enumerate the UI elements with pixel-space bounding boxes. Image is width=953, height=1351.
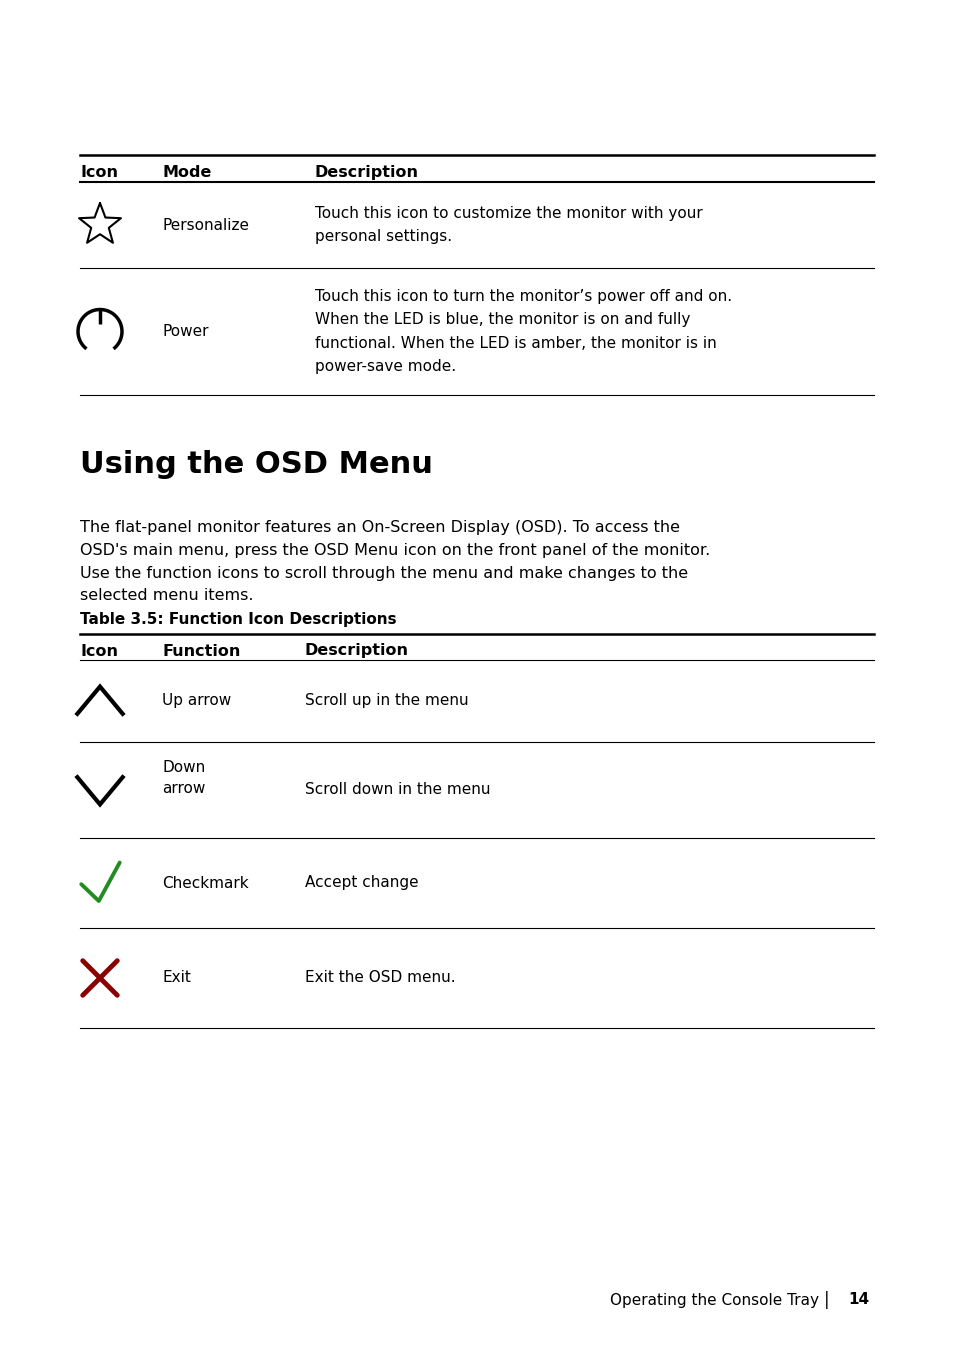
Text: Icon: Icon [80, 643, 118, 658]
Text: The flat-panel monitor features an On-Screen Display (OSD). To access the
OSD's : The flat-panel monitor features an On-Sc… [80, 520, 709, 604]
Text: Exit: Exit [162, 970, 191, 985]
Text: Checkmark: Checkmark [162, 875, 249, 890]
Text: Exit the OSD menu.: Exit the OSD menu. [305, 970, 456, 985]
Text: 14: 14 [847, 1293, 868, 1308]
Text: Operating the Console Tray: Operating the Console Tray [609, 1293, 818, 1308]
Text: Scroll down in the menu: Scroll down in the menu [305, 782, 490, 797]
Text: Touch this icon to customize the monitor with your
personal settings.: Touch this icon to customize the monitor… [314, 205, 702, 245]
Text: Mode: Mode [162, 165, 212, 180]
Text: Personalize: Personalize [162, 218, 249, 232]
Text: Description: Description [314, 165, 418, 180]
Text: Accept change: Accept change [305, 875, 418, 890]
Text: Using the OSD Menu: Using the OSD Menu [80, 450, 433, 480]
Text: Scroll up in the menu: Scroll up in the menu [305, 693, 468, 708]
Text: Function: Function [162, 643, 240, 658]
Text: Up arrow: Up arrow [162, 693, 231, 708]
Text: |: | [823, 1292, 829, 1309]
Text: Icon: Icon [80, 165, 118, 180]
Text: Description: Description [305, 643, 409, 658]
Text: Down
arrow: Down arrow [162, 761, 205, 796]
Text: Touch this icon to turn the monitor’s power off and on.
When the LED is blue, th: Touch this icon to turn the monitor’s po… [314, 289, 731, 374]
Text: Table 3.5: Function Icon Descriptions: Table 3.5: Function Icon Descriptions [80, 612, 396, 627]
Text: Power: Power [162, 324, 209, 339]
